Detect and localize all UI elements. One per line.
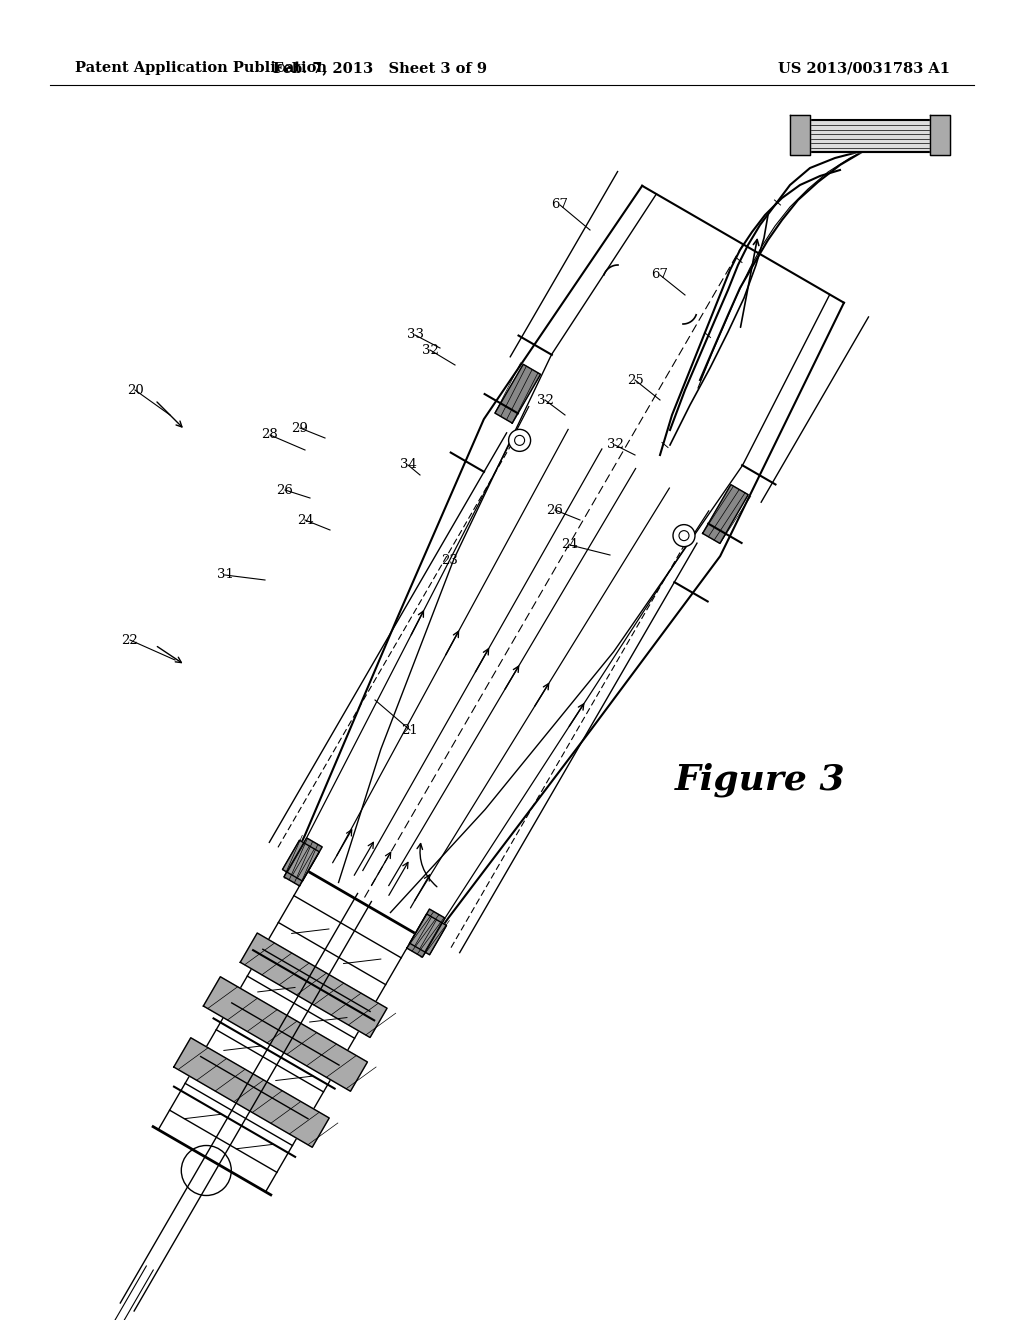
Text: 33: 33 <box>407 329 424 342</box>
Polygon shape <box>800 120 940 152</box>
Text: Feb. 7, 2013   Sheet 3 of 9: Feb. 7, 2013 Sheet 3 of 9 <box>273 61 487 75</box>
Polygon shape <box>790 115 810 154</box>
Polygon shape <box>283 841 319 880</box>
Text: 23: 23 <box>441 553 459 566</box>
Text: 32: 32 <box>422 343 438 356</box>
Text: 26: 26 <box>276 483 294 496</box>
Text: 21: 21 <box>401 723 419 737</box>
Text: 22: 22 <box>122 634 138 647</box>
Polygon shape <box>930 115 950 154</box>
Polygon shape <box>410 913 446 954</box>
Text: Patent Application Publication: Patent Application Publication <box>75 61 327 75</box>
Text: 34: 34 <box>399 458 417 471</box>
Text: 67: 67 <box>552 198 568 211</box>
Polygon shape <box>407 909 445 957</box>
Text: 26: 26 <box>547 503 563 516</box>
Text: 29: 29 <box>292 421 308 434</box>
Text: 31: 31 <box>216 569 233 582</box>
Text: 20: 20 <box>127 384 143 396</box>
Text: 25: 25 <box>627 374 643 387</box>
Text: 67: 67 <box>651 268 669 281</box>
Text: 32: 32 <box>606 438 624 451</box>
Text: US 2013/0031783 A1: US 2013/0031783 A1 <box>778 61 950 75</box>
Polygon shape <box>204 977 368 1092</box>
Text: Figure 3: Figure 3 <box>675 763 846 797</box>
Polygon shape <box>241 933 387 1038</box>
Text: 24: 24 <box>561 539 579 552</box>
Text: 32: 32 <box>537 393 553 407</box>
Polygon shape <box>284 838 323 886</box>
Circle shape <box>673 524 695 546</box>
Polygon shape <box>702 484 749 544</box>
Text: 28: 28 <box>261 429 279 441</box>
Polygon shape <box>495 364 541 424</box>
Circle shape <box>509 429 530 451</box>
Polygon shape <box>174 1038 329 1147</box>
Text: 24: 24 <box>297 513 313 527</box>
